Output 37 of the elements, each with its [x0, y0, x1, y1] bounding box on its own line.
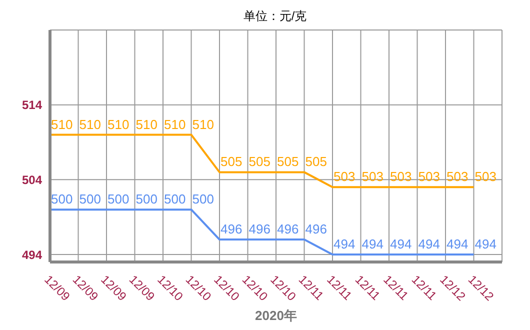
data-label: 494	[474, 236, 496, 252]
data-label: 510	[164, 116, 186, 132]
data-label: 505	[277, 154, 299, 170]
data-label: 500	[108, 192, 130, 207]
x-axis-title: 2020年	[255, 308, 297, 323]
data-label: 510	[79, 116, 101, 132]
data-label: 510	[51, 116, 73, 132]
data-label: 496	[305, 222, 327, 237]
data-label: 494	[334, 236, 356, 252]
data-label: 494	[418, 236, 440, 252]
data-label: 510	[136, 116, 158, 132]
data-label: 503	[390, 169, 412, 184]
data-label: 503	[334, 169, 356, 184]
data-label: 500	[79, 192, 101, 207]
data-label: 494	[446, 236, 468, 252]
y-tick-label: 514	[22, 98, 42, 112]
data-label: 505	[248, 154, 270, 170]
data-label: 494	[362, 236, 384, 252]
data-label: 496	[248, 222, 270, 237]
data-label: 496	[277, 222, 299, 237]
data-label: 503	[418, 169, 440, 184]
data-label: 505	[220, 154, 242, 170]
data-label: 503	[362, 169, 384, 184]
data-label: 496	[220, 222, 242, 237]
y-tick-label: 494	[22, 248, 42, 262]
data-label: 500	[51, 192, 73, 207]
data-label: 500	[164, 192, 186, 207]
chart-title: 单位：元/克	[242, 8, 308, 25]
data-label: 500	[192, 192, 214, 207]
data-label: 503	[446, 169, 468, 184]
data-label: 505	[305, 154, 327, 170]
data-label: 510	[108, 116, 130, 132]
data-label: 510	[192, 116, 214, 132]
data-label: 500	[136, 192, 158, 207]
data-label: 503	[474, 169, 496, 184]
y-tick-label: 504	[22, 172, 42, 187]
data-label: 494	[390, 236, 412, 252]
